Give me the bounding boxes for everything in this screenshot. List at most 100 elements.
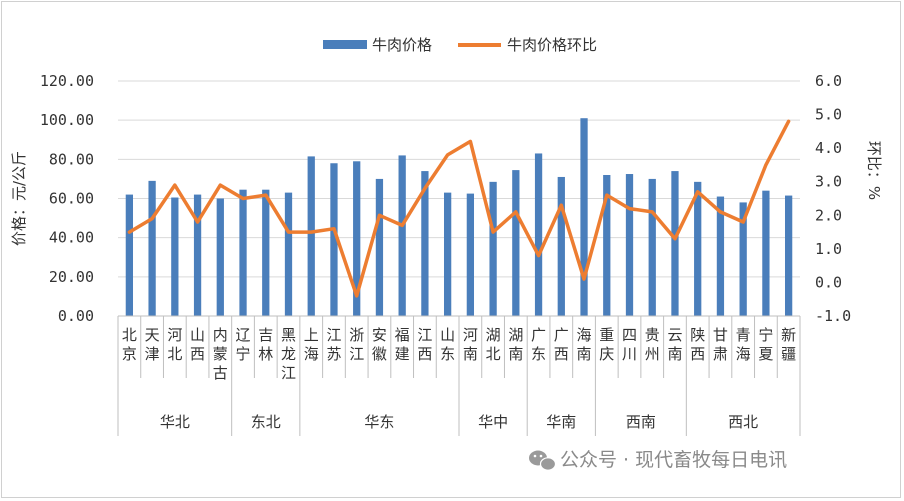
y-tick-label: 40.00 bbox=[49, 229, 94, 247]
category-label: 安徽 bbox=[372, 326, 387, 363]
category-label: 云南 bbox=[667, 326, 682, 363]
bar bbox=[193, 194, 202, 316]
y2-tick-label: -1.0 bbox=[815, 307, 851, 325]
category-label: 重庆 bbox=[599, 326, 614, 363]
region-label: 西南 bbox=[626, 413, 656, 431]
category-label: 青海 bbox=[736, 326, 751, 363]
bar bbox=[784, 195, 793, 316]
y2-tick-label: 2.0 bbox=[815, 206, 842, 224]
bar-series bbox=[125, 118, 793, 316]
y2-tick-label: 1.0 bbox=[815, 240, 842, 258]
bar bbox=[557, 176, 565, 316]
bar bbox=[125, 194, 134, 316]
bar bbox=[716, 196, 725, 316]
category-axis: 北京天津河北山西内蒙古辽宁吉林黑龙江上海江苏浙江安徽福建江西山东河南湖北湖南广东… bbox=[122, 326, 796, 431]
category-label: 福建 bbox=[395, 326, 410, 363]
region-label: 东北 bbox=[251, 413, 281, 431]
y-tick-label: 120.00 bbox=[40, 72, 94, 90]
bar bbox=[330, 163, 338, 316]
bar bbox=[489, 181, 497, 316]
y-tick-label: 80.00 bbox=[49, 150, 94, 168]
line-series bbox=[127, 119, 791, 298]
bar bbox=[284, 192, 293, 316]
bar bbox=[671, 171, 679, 316]
legend-swatch-bar bbox=[323, 40, 367, 49]
bar bbox=[648, 178, 656, 316]
wechat-icon bbox=[529, 450, 557, 471]
category-label: 广东 bbox=[531, 326, 546, 363]
category-label: 天津 bbox=[145, 326, 160, 363]
bar bbox=[353, 161, 361, 316]
region-label: 华中 bbox=[478, 413, 508, 431]
category-label: 海南 bbox=[577, 326, 592, 363]
category-label: 吉林 bbox=[258, 326, 273, 363]
bar bbox=[466, 193, 475, 316]
category-label: 广西 bbox=[554, 326, 569, 363]
category-label: 贵州 bbox=[645, 326, 660, 363]
bar bbox=[307, 156, 315, 316]
region-label: 华南 bbox=[546, 413, 576, 431]
y2-tick-label: 4.0 bbox=[815, 139, 842, 157]
bar bbox=[534, 153, 543, 316]
y-tick-label: 0.00 bbox=[58, 307, 94, 325]
category-label: 甘肃 bbox=[713, 326, 728, 363]
category-label: 新疆 bbox=[781, 326, 796, 363]
category-label: 黑龙江 bbox=[281, 326, 296, 382]
gridlines bbox=[118, 80, 800, 278]
y-tick-label: 20.00 bbox=[49, 268, 94, 286]
legend-label: 牛肉价格 bbox=[372, 36, 432, 54]
bar bbox=[603, 175, 611, 316]
bar bbox=[762, 190, 770, 316]
category-label: 宁夏 bbox=[758, 326, 773, 363]
category-label: 山西 bbox=[190, 326, 205, 363]
watermark: 公众号 · 现代畜牧每日电讯 bbox=[529, 449, 787, 471]
bar bbox=[171, 197, 179, 316]
category-label: 山东 bbox=[440, 326, 455, 363]
left-axis-ticks: 0.00 20.00 40.00 60.00 80.00 100.00 120.00 bbox=[40, 72, 94, 325]
y2-axis-title: 环比：% bbox=[865, 141, 883, 200]
category-label: 浙江 bbox=[349, 326, 364, 363]
category-label: 江西 bbox=[417, 326, 432, 363]
bar bbox=[580, 118, 588, 316]
watermark-text: 公众号 · 现代畜牧每日电讯 bbox=[560, 449, 787, 471]
region-label: 华北 bbox=[160, 413, 190, 431]
bar bbox=[625, 174, 634, 316]
axes bbox=[117, 315, 801, 436]
legend: 牛肉价格 牛肉价格环比 bbox=[323, 36, 597, 54]
right-axis-ticks: -1.0 0.0 1.0 2.0 3.0 4.0 5.0 6.0 bbox=[815, 72, 851, 325]
y-axis-title: 价格：元/公斤 bbox=[10, 151, 28, 246]
y-tick-label: 100.00 bbox=[40, 111, 94, 129]
bar bbox=[375, 178, 384, 316]
legend-label: 牛肉价格环比 bbox=[507, 36, 597, 54]
category-label: 上海 bbox=[304, 326, 319, 363]
bar bbox=[216, 198, 224, 316]
category-label: 内蒙古 bbox=[213, 326, 228, 382]
category-label: 辽宁 bbox=[236, 326, 251, 363]
y2-tick-label: 5.0 bbox=[815, 106, 842, 124]
bar bbox=[421, 171, 429, 316]
category-label: 陕西 bbox=[690, 326, 705, 363]
bar bbox=[148, 180, 156, 316]
y2-tick-label: 3.0 bbox=[815, 173, 842, 191]
bar bbox=[398, 155, 406, 316]
bar bbox=[512, 170, 520, 316]
region-label: 西北 bbox=[728, 413, 758, 431]
category-label: 河北 bbox=[167, 326, 182, 363]
region-label: 华东 bbox=[364, 413, 394, 431]
bar bbox=[443, 192, 452, 316]
y-tick-label: 60.00 bbox=[49, 190, 94, 208]
bar bbox=[739, 202, 747, 316]
category-label: 江苏 bbox=[326, 326, 341, 363]
category-label: 湖北 bbox=[486, 326, 501, 363]
category-label: 湖南 bbox=[508, 326, 523, 363]
category-label: 河南 bbox=[463, 326, 478, 363]
line-path bbox=[127, 119, 791, 298]
bar bbox=[694, 181, 702, 316]
bar bbox=[262, 189, 270, 316]
bar bbox=[239, 189, 247, 316]
y2-tick-label: 0.0 bbox=[815, 273, 842, 291]
y2-tick-label: 6.0 bbox=[815, 72, 842, 90]
category-label: 四川 bbox=[622, 326, 637, 363]
category-label: 北京 bbox=[122, 326, 137, 363]
